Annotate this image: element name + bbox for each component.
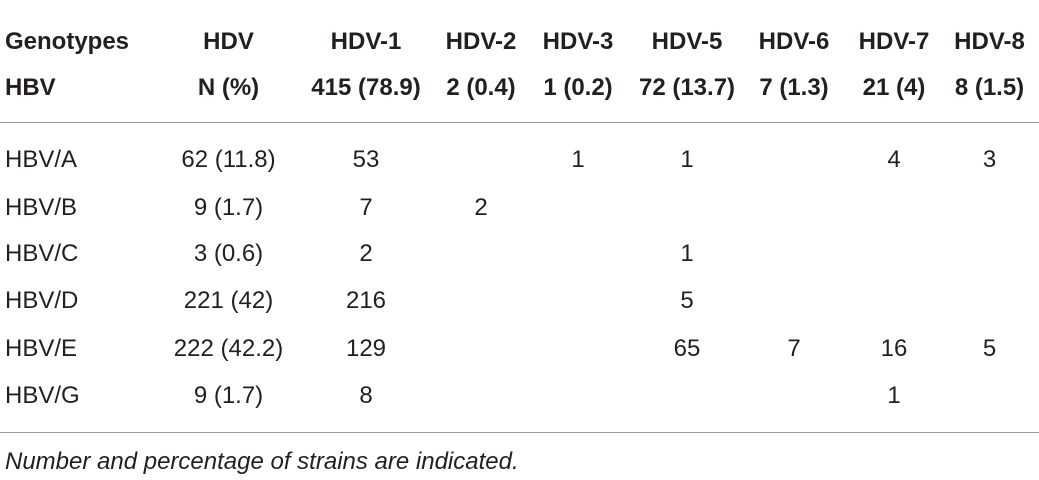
table-cell: 1 <box>887 382 901 409</box>
header-cell: 415 (78.9) <box>311 74 421 101</box>
table-cell: 222 (42.2) <box>173 335 284 362</box>
table-cell: 2 <box>359 240 373 267</box>
table-cell: 16 <box>880 335 908 362</box>
header-cell: Genotypes <box>5 28 130 55</box>
header-cell: 72 (13.7) <box>638 74 736 101</box>
header-cell: HDV-1 <box>330 28 402 55</box>
table-cell: HBV/E <box>5 335 78 362</box>
header-cell: N (%) <box>197 74 260 101</box>
header-cell: HDV <box>203 28 254 55</box>
table-cell: 129 <box>345 335 387 362</box>
table-cell: HBV/C <box>5 240 79 267</box>
table-cell: 8 <box>359 382 373 409</box>
table-cell: 7 <box>359 194 373 221</box>
table-cell: 9 (1.7) <box>193 194 264 221</box>
header-cell: HDV-2 <box>445 28 517 55</box>
table-cell: HBV/G <box>5 382 80 409</box>
table-cell: 65 <box>673 335 701 362</box>
table-cell: HBV/D <box>5 287 79 314</box>
header-cell: HDV-3 <box>542 28 614 55</box>
table-cell: 216 <box>345 287 387 314</box>
table-cell: 53 <box>352 146 380 173</box>
table-cell: 3 <box>982 146 997 173</box>
table-cell: 3 (0.6) <box>193 240 264 267</box>
bottom-rule <box>0 432 1039 433</box>
header-rule <box>0 122 1039 123</box>
table-cell: 1 <box>571 146 585 173</box>
header-cell: HDV-6 <box>758 28 830 55</box>
table-cell: HBV/B <box>5 194 78 221</box>
header-cell: 21 (4) <box>862 74 926 101</box>
table-cell: 7 <box>787 335 801 362</box>
header-cell: HDV-8 <box>954 28 1025 55</box>
table-cell: 4 <box>887 146 901 173</box>
table-cell: 1 <box>680 240 694 267</box>
header-cell: HDV-5 <box>651 28 723 55</box>
table-cell: 5 <box>982 335 997 362</box>
header-cell: 1 (0.2) <box>543 74 613 101</box>
header-cell: 7 (1.3) <box>759 74 829 101</box>
header-cell: 8 (1.5) <box>954 74 1025 101</box>
table-cell: HBV/A <box>5 146 78 173</box>
table-cell: 5 <box>680 287 694 314</box>
table-cell: 2 <box>474 194 488 221</box>
header-cell: HDV-7 <box>858 28 930 55</box>
footnote: Number and percentage of strains are ind… <box>5 448 519 475</box>
table-cell: 221 (42) <box>183 287 274 314</box>
header-cell: HBV <box>5 74 56 101</box>
header-cell: 2 (0.4) <box>446 74 516 101</box>
table-cell: 9 (1.7) <box>193 382 264 409</box>
table-cell: 62 (11.8) <box>181 146 276 173</box>
table-cell: 1 <box>680 146 694 173</box>
